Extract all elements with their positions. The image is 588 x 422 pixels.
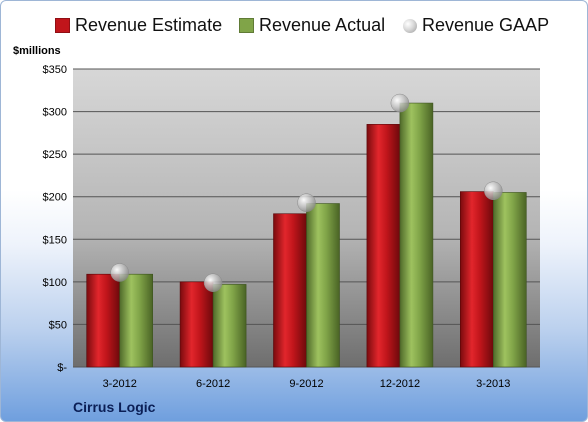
- legend-item-actual: Revenue Actual: [239, 15, 385, 36]
- x-tick-label: 3-2012: [103, 378, 137, 390]
- legend-item-gaap: Revenue GAAP: [403, 15, 549, 36]
- legend: Revenue Estimate Revenue Actual Revenue …: [1, 15, 587, 41]
- y-tick-label: $100: [43, 277, 67, 289]
- x-tick-label: 12-2012: [380, 378, 420, 390]
- marker-revenue-gaap: [484, 181, 503, 201]
- company-name: Cirrus Logic: [73, 399, 156, 415]
- marker-revenue-gaap: [297, 193, 316, 212]
- bar-revenue-actual: [306, 203, 340, 368]
- legend-label-gaap: Revenue GAAP: [422, 15, 550, 35]
- y-tick-label: $200: [43, 192, 67, 204]
- y-tick-label: $300: [43, 107, 67, 119]
- y-tick-label: $350: [43, 64, 67, 76]
- legend-swatch-actual: [239, 18, 254, 33]
- x-tick-label: 3-2013: [476, 378, 510, 390]
- x-tick-label: 6-2012: [196, 378, 230, 390]
- bar-revenue-estimate: [459, 191, 494, 368]
- legend-label-actual: Revenue Actual: [259, 15, 386, 35]
- bar-revenue-actual: [212, 284, 247, 368]
- y-tick-label: $250: [43, 149, 67, 161]
- bar-revenue-actual: [119, 273, 153, 368]
- bar-revenue-estimate: [179, 281, 214, 368]
- y-tick-label: $-: [57, 362, 67, 374]
- marker-revenue-gaap: [110, 263, 129, 282]
- x-tick-label: 9-2012: [289, 378, 323, 390]
- marker-revenue-gaap: [203, 273, 223, 292]
- legend-swatch-estimate: [55, 18, 70, 33]
- marker-revenue-gaap: [390, 93, 410, 113]
- y-tick-label: $150: [43, 234, 67, 246]
- legend-label-estimate: Revenue Estimate: [75, 15, 223, 35]
- legend-marker-gaap: [403, 18, 417, 33]
- y-tick-label: $50: [49, 319, 67, 331]
- bar-revenue-actual: [399, 102, 434, 368]
- legend-item-estimate: Revenue Estimate: [55, 15, 222, 36]
- y-axis-unit-label: $millions: [13, 45, 61, 57]
- bar-revenue-actual: [492, 192, 527, 368]
- bar-revenue-estimate: [366, 124, 401, 368]
- bar-revenue-estimate: [273, 213, 307, 368]
- bar-revenue-estimate: [86, 273, 120, 368]
